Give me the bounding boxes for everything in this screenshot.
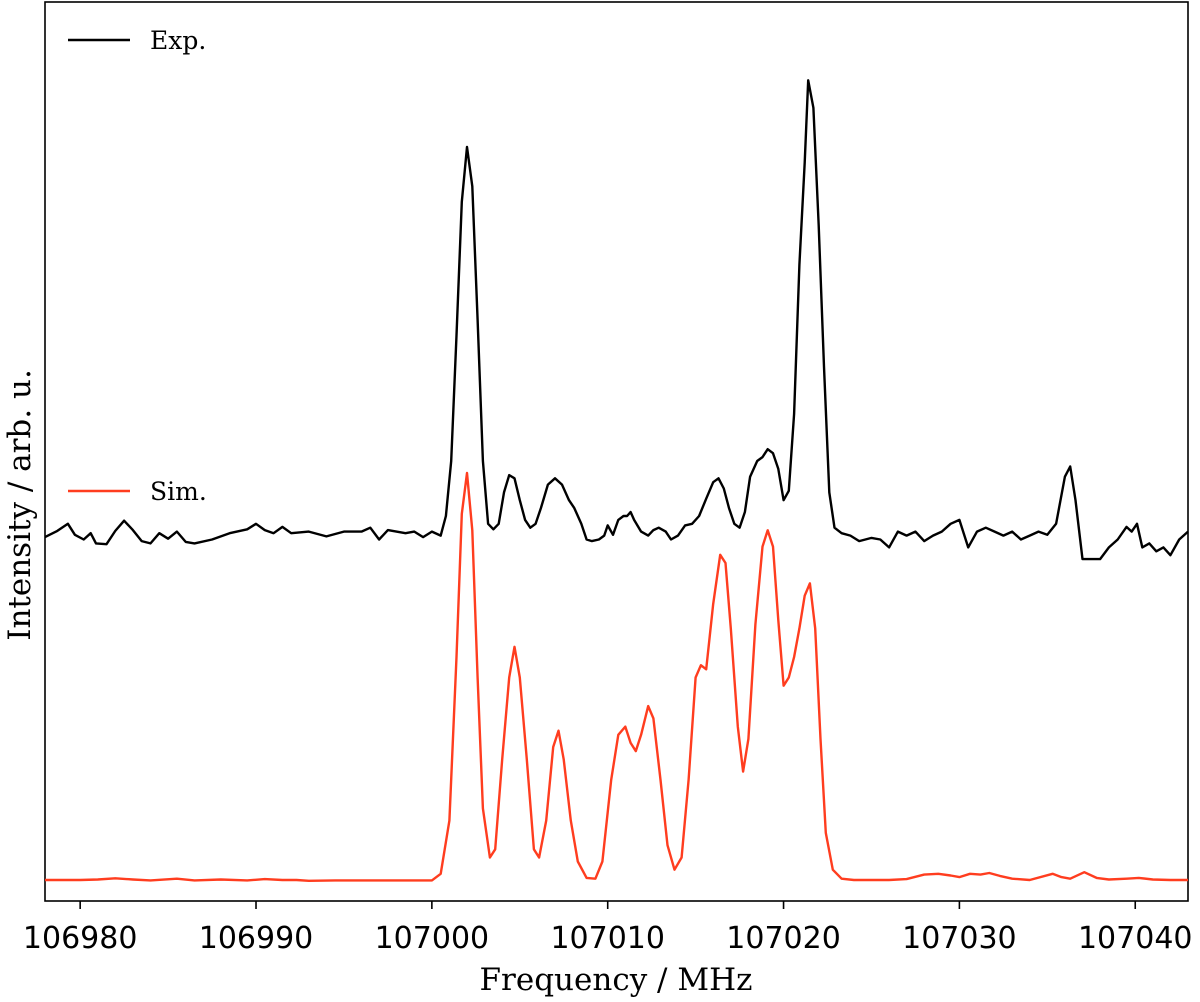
x-tick-label: 107000	[375, 921, 490, 956]
x-tick-label: 107030	[902, 921, 1017, 956]
legend-exp-label: Exp.	[150, 26, 206, 55]
x-axis: 106980 106990 107000 107010 107020 107030 1070…	[23, 901, 1193, 956]
x-tick-label: 106980	[23, 921, 138, 956]
plot-area	[44, 1, 1189, 902]
series-line-sim	[45, 471, 1188, 882]
series-line-exp	[44, 79, 1189, 561]
x-tick-label: 107040	[1078, 921, 1193, 956]
legend-sim-label: Sim.	[150, 477, 207, 506]
legend-sim: Sim.	[68, 477, 207, 506]
x-axis-label: Frequency / MHz	[480, 962, 753, 998]
x-tick-label: 107010	[550, 921, 665, 956]
x-tick-label: 107020	[726, 921, 841, 956]
legend-exp: Exp.	[68, 26, 206, 55]
y-axis-label: Intensity / arb. u.	[2, 369, 38, 641]
x-tick-label: 106990	[199, 921, 314, 956]
series-layer	[44, 79, 1189, 882]
plot-frame	[44, 1, 1189, 902]
